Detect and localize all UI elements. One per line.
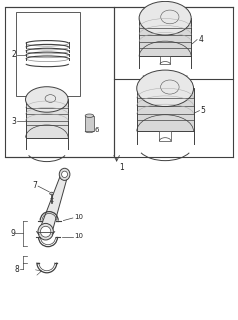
Polygon shape	[25, 100, 68, 138]
Bar	[159, 131, 171, 141]
Ellipse shape	[85, 114, 94, 117]
Text: 6: 6	[94, 127, 99, 133]
Text: 8: 8	[15, 265, 20, 274]
Ellipse shape	[137, 70, 193, 107]
Text: 5: 5	[201, 106, 205, 115]
Text: 1: 1	[119, 164, 124, 172]
Polygon shape	[85, 116, 94, 131]
Ellipse shape	[38, 223, 53, 240]
Text: 7: 7	[33, 181, 37, 190]
Text: 9: 9	[10, 229, 15, 238]
Ellipse shape	[25, 87, 68, 112]
Ellipse shape	[62, 171, 68, 178]
Bar	[16, 12, 80, 96]
Ellipse shape	[40, 226, 51, 237]
Ellipse shape	[59, 168, 70, 180]
Bar	[5, 7, 114, 157]
Text: 2: 2	[11, 50, 16, 59]
Text: 10: 10	[74, 214, 83, 220]
Polygon shape	[40, 172, 68, 235]
Ellipse shape	[50, 192, 54, 195]
Polygon shape	[137, 88, 193, 131]
Text: 4: 4	[198, 35, 203, 44]
Text: 3: 3	[11, 116, 16, 126]
Bar	[160, 56, 170, 64]
Ellipse shape	[139, 1, 191, 35]
Polygon shape	[139, 18, 191, 56]
Text: 10: 10	[74, 234, 83, 239]
